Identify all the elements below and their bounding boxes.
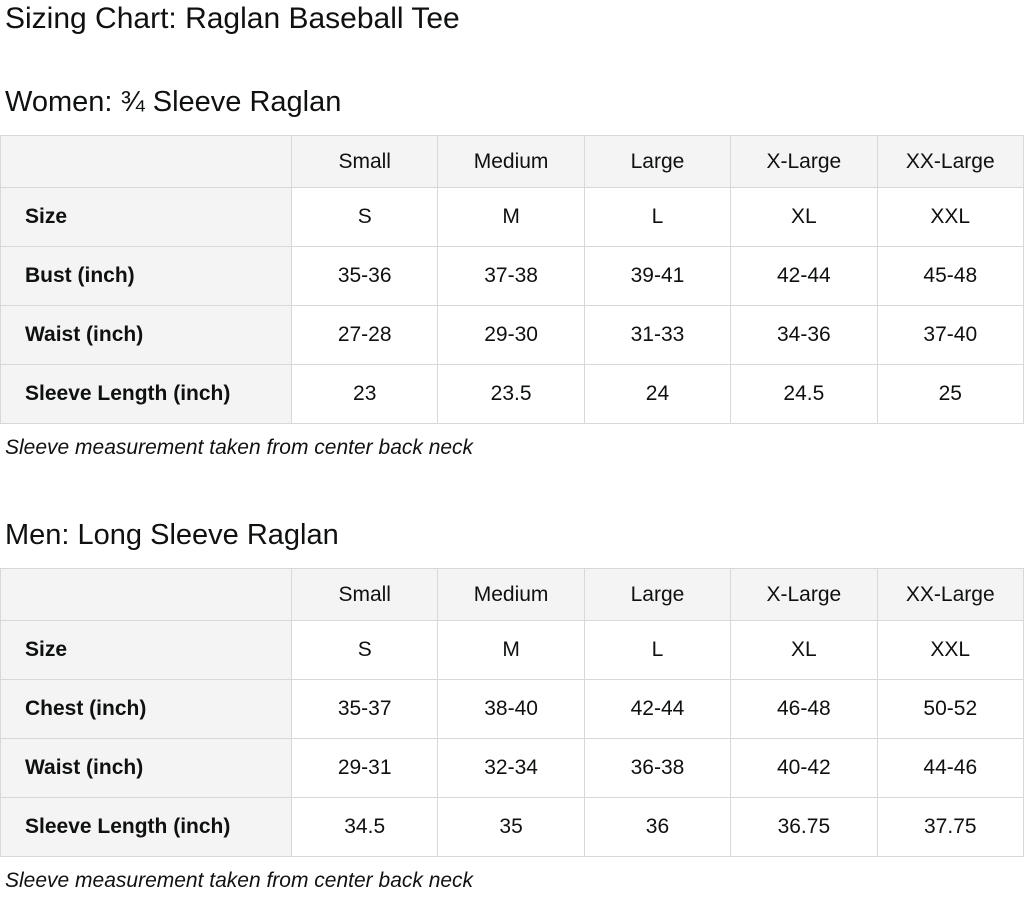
men-col-header-small: Small bbox=[290, 568, 439, 621]
page-title: Sizing Chart: Raglan Baseball Tee bbox=[5, 2, 460, 35]
data-cell: 27-28 bbox=[290, 305, 439, 365]
data-cell: 24.5 bbox=[730, 364, 878, 424]
men-row-waist: Waist (inch) 29-31 32-34 36-38 40-42 44-… bbox=[0, 738, 1024, 798]
data-cell: 50-52 bbox=[876, 679, 1024, 739]
women-section-heading: Women: ¾ Sleeve Raglan bbox=[5, 86, 342, 118]
data-cell: 31-33 bbox=[583, 305, 732, 365]
data-cell: 39-41 bbox=[583, 246, 732, 306]
women-row-label-size: Size bbox=[0, 187, 292, 247]
men-row-label-sleeve: Sleeve Length (inch) bbox=[0, 797, 292, 857]
data-cell: 34-36 bbox=[730, 305, 878, 365]
data-cell: 23.5 bbox=[437, 364, 585, 424]
women-row-label-waist: Waist (inch) bbox=[0, 305, 292, 365]
data-cell: L bbox=[583, 187, 732, 247]
men-row-size: Size S M L XL XXL bbox=[0, 620, 1024, 680]
women-row-size: Size S M L XL XXL bbox=[0, 187, 1024, 247]
women-col-header-small: Small bbox=[290, 135, 439, 188]
women-header-row: Small Medium Large X-Large XX-Large bbox=[0, 135, 1024, 188]
women-corner-cell bbox=[0, 135, 292, 188]
data-cell: 35-36 bbox=[290, 246, 439, 306]
data-cell: 36-38 bbox=[583, 738, 732, 798]
data-cell: 40-42 bbox=[730, 738, 878, 798]
men-row-label-waist: Waist (inch) bbox=[0, 738, 292, 798]
data-cell: 44-46 bbox=[876, 738, 1024, 798]
women-row-waist: Waist (inch) 27-28 29-30 31-33 34-36 37-… bbox=[0, 305, 1024, 365]
data-cell: 37-40 bbox=[876, 305, 1024, 365]
data-cell: 34.5 bbox=[290, 797, 439, 857]
data-cell: XL bbox=[730, 620, 878, 680]
men-row-sleeve: Sleeve Length (inch) 34.5 35 36 36.75 37… bbox=[0, 797, 1024, 857]
men-size-table: Small Medium Large X-Large XX-Large Size… bbox=[0, 568, 1024, 857]
men-row-label-chest: Chest (inch) bbox=[0, 679, 292, 739]
data-cell: 38-40 bbox=[437, 679, 585, 739]
women-row-label-sleeve: Sleeve Length (inch) bbox=[0, 364, 292, 424]
men-row-label-size: Size bbox=[0, 620, 292, 680]
data-cell: 32-34 bbox=[437, 738, 585, 798]
women-row-bust: Bust (inch) 35-36 37-38 39-41 42-44 45-4… bbox=[0, 246, 1024, 306]
women-section: Women: ¾ Sleeve Raglan Small Medium Larg… bbox=[0, 84, 1024, 460]
data-cell: 25 bbox=[876, 364, 1024, 424]
men-row-chest: Chest (inch) 35-37 38-40 42-44 46-48 50-… bbox=[0, 679, 1024, 739]
data-cell: 36.75 bbox=[730, 797, 878, 857]
women-col-header-xxlarge: XX-Large bbox=[876, 135, 1024, 188]
men-section: Men: Long Sleeve Raglan Small Medium Lar… bbox=[0, 517, 1024, 893]
data-cell: M bbox=[437, 187, 585, 247]
data-cell: 29-31 bbox=[290, 738, 439, 798]
women-size-table: Small Medium Large X-Large XX-Large Size… bbox=[0, 135, 1024, 424]
data-cell: 35 bbox=[437, 797, 585, 857]
data-cell: 45-48 bbox=[876, 246, 1024, 306]
data-cell: 37.75 bbox=[876, 797, 1024, 857]
men-header-row: Small Medium Large X-Large XX-Large bbox=[0, 568, 1024, 621]
data-cell: S bbox=[290, 620, 439, 680]
data-cell: 35-37 bbox=[290, 679, 439, 739]
men-corner-cell bbox=[0, 568, 292, 621]
data-cell: 24 bbox=[583, 364, 732, 424]
men-sleeve-note: Sleeve measurement taken from center bac… bbox=[5, 869, 474, 892]
women-col-header-xlarge: X-Large bbox=[730, 135, 878, 188]
women-sleeve-note: Sleeve measurement taken from center bac… bbox=[5, 436, 474, 459]
data-cell: 42-44 bbox=[583, 679, 732, 739]
data-cell: 37-38 bbox=[437, 246, 585, 306]
data-cell: 42-44 bbox=[730, 246, 878, 306]
women-col-header-medium: Medium bbox=[437, 135, 585, 188]
data-cell: S bbox=[290, 187, 439, 247]
data-cell: 23 bbox=[290, 364, 439, 424]
men-col-header-xlarge: X-Large bbox=[730, 568, 878, 621]
men-col-header-xxlarge: XX-Large bbox=[876, 568, 1024, 621]
women-row-label-bust: Bust (inch) bbox=[0, 246, 292, 306]
data-cell: XXL bbox=[876, 187, 1024, 247]
data-cell: 36 bbox=[583, 797, 732, 857]
women-row-sleeve: Sleeve Length (inch) 23 23.5 24 24.5 25 bbox=[0, 364, 1024, 424]
women-col-header-large: Large bbox=[583, 135, 732, 188]
data-cell: 29-30 bbox=[437, 305, 585, 365]
data-cell: XXL bbox=[876, 620, 1024, 680]
data-cell: L bbox=[583, 620, 732, 680]
data-cell: M bbox=[437, 620, 585, 680]
men-section-heading: Men: Long Sleeve Raglan bbox=[5, 519, 339, 551]
data-cell: 46-48 bbox=[730, 679, 878, 739]
data-cell: XL bbox=[730, 187, 878, 247]
men-col-header-medium: Medium bbox=[437, 568, 585, 621]
men-col-header-large: Large bbox=[583, 568, 732, 621]
